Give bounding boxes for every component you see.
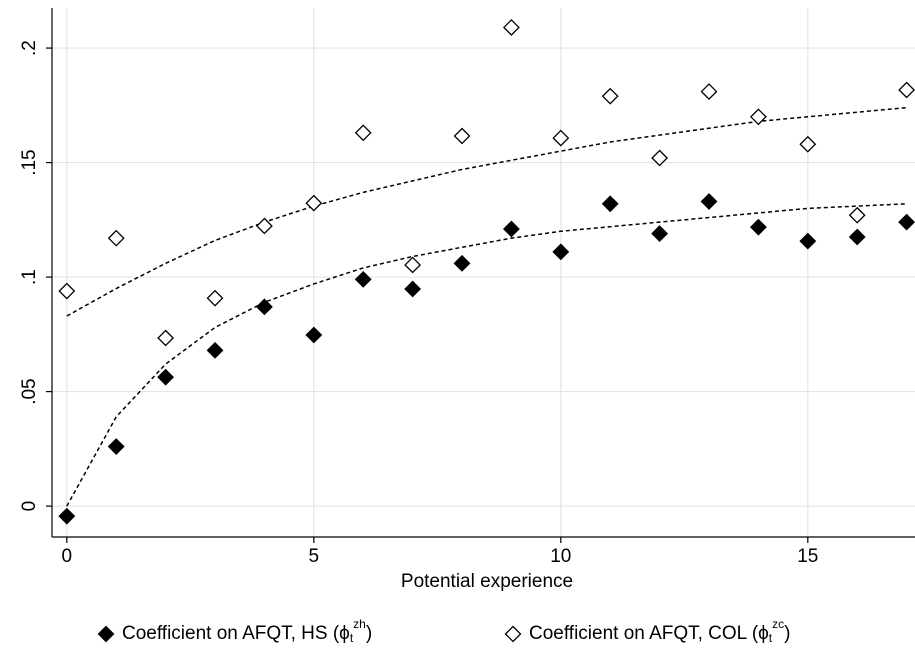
- x-tick-label: 0: [62, 546, 73, 567]
- legend-label-part: t: [769, 631, 773, 645]
- legend-label-part: ): [366, 623, 372, 644]
- marker: [453, 254, 471, 272]
- marker: [898, 81, 915, 99]
- y-tick-label: .05: [19, 378, 40, 404]
- legend-label-part: zc: [772, 617, 784, 631]
- y-tick-label: 0: [19, 501, 40, 512]
- marker: [749, 108, 767, 126]
- marker: [504, 625, 522, 643]
- marker: [404, 280, 422, 298]
- legend-label: Coefficient on AFQT, HS (ϕtzh): [122, 617, 372, 645]
- legend-label-part: zh: [353, 617, 366, 631]
- marker: [502, 220, 520, 238]
- marker: [502, 19, 520, 36]
- y-tick-label: .15: [19, 149, 40, 175]
- marker: [107, 438, 125, 455]
- marker: [601, 87, 619, 105]
- marker: [58, 507, 76, 525]
- marker: [206, 289, 224, 307]
- legend-entry: Coefficient on AFQT, COL (ϕtzc): [504, 617, 790, 645]
- marker: [898, 213, 915, 231]
- legend-entry: Coefficient on AFQT, HS (ϕtzh): [97, 617, 372, 645]
- marker: [651, 149, 669, 167]
- marker: [305, 326, 323, 344]
- marker: [799, 232, 817, 250]
- x-axis-title: Potential experience: [401, 571, 573, 592]
- x-tick-label: 15: [797, 546, 818, 567]
- marker: [305, 194, 323, 212]
- marker: [255, 298, 273, 316]
- marker: [354, 270, 372, 288]
- legend-label-part: Coefficient on AFQT, HS (ϕ: [122, 623, 350, 644]
- fit-line: [66, 203, 907, 507]
- legend-label-part: t: [350, 631, 354, 645]
- marker: [107, 229, 125, 247]
- marker: [404, 256, 422, 274]
- marker: [700, 193, 718, 210]
- y-tick-label: .1: [19, 269, 40, 285]
- y-tick-label: .2: [19, 40, 40, 56]
- marker: [206, 341, 224, 359]
- fit-line: [66, 106, 907, 317]
- marker: [651, 225, 669, 242]
- marker: [799, 135, 817, 153]
- marker: [552, 243, 570, 261]
- x-tick-label: 10: [550, 546, 571, 567]
- legend-label: Coefficient on AFQT, COL (ϕtzc): [529, 617, 790, 645]
- legend-label-part: Coefficient on AFQT, COL (ϕ: [529, 623, 769, 644]
- marker: [848, 206, 866, 224]
- marker: [157, 329, 175, 347]
- marker: [157, 368, 175, 386]
- marker: [552, 129, 570, 147]
- marker: [453, 127, 471, 145]
- legend-label-part: ): [784, 623, 790, 644]
- marker: [58, 282, 76, 300]
- marker: [848, 228, 866, 246]
- marker: [354, 124, 372, 142]
- marker: [749, 218, 767, 236]
- marker: [700, 83, 718, 101]
- marker: [97, 625, 115, 643]
- marker: [601, 195, 619, 213]
- marker: [255, 217, 273, 235]
- x-tick-label: 5: [309, 546, 320, 567]
